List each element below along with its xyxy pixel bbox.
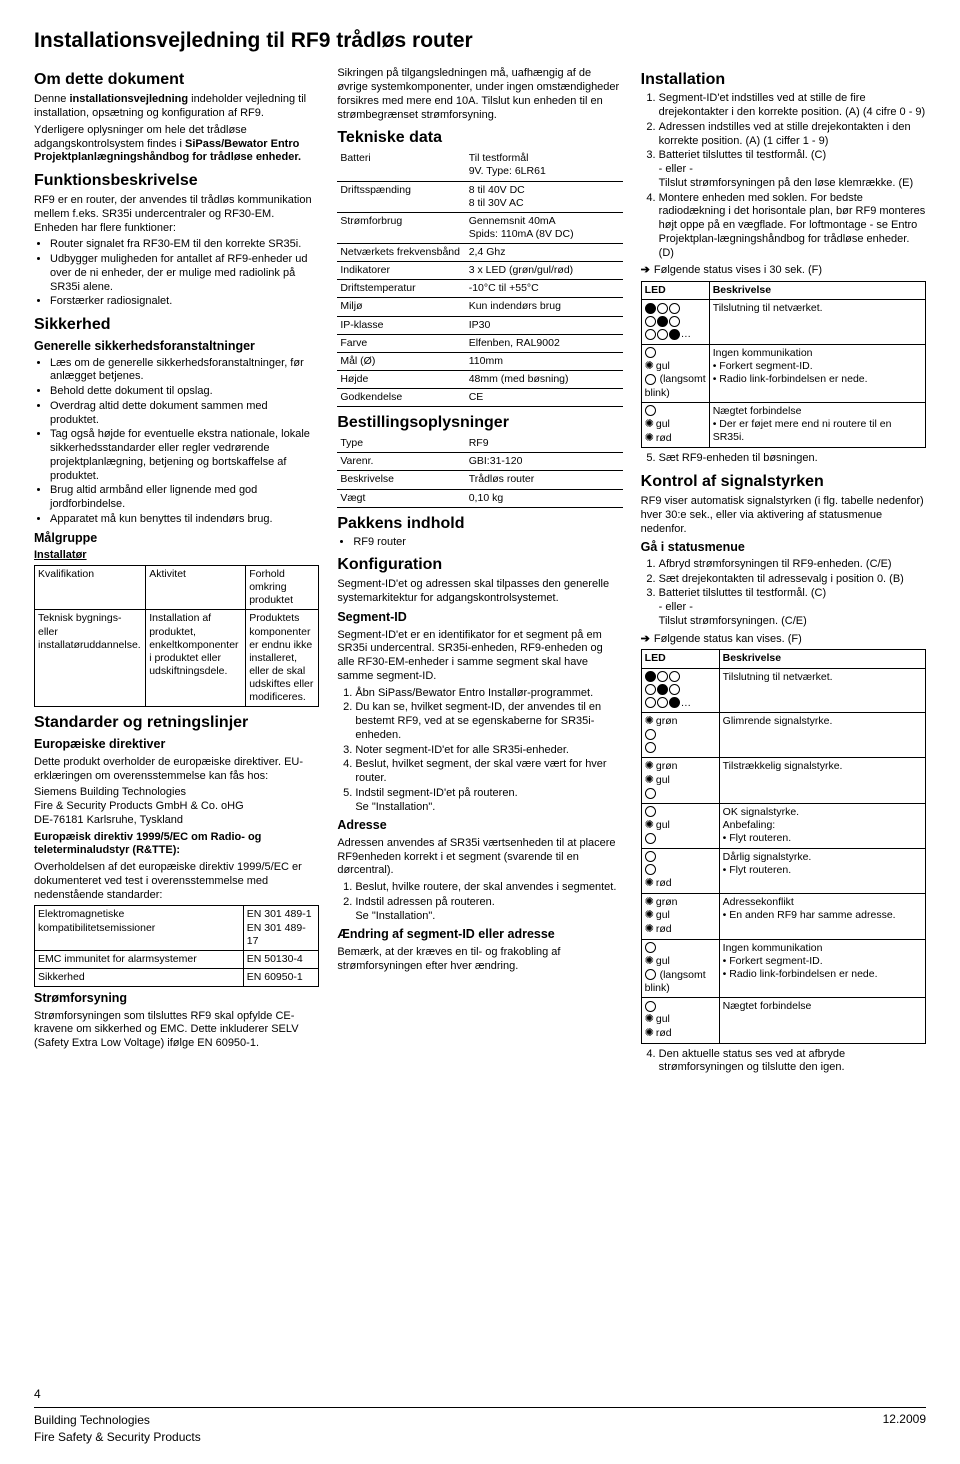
std-heading: Standarder og retningslinjer (34, 713, 319, 733)
std-bold: Europæisk direktiv 1999/5/EC om Radio- o… (34, 831, 319, 859)
go-arrow: Følgende status kan vises. (F) (641, 633, 926, 647)
change-heading: Ændring af segment-ID eller adresse (337, 927, 622, 943)
std-sub: Europæiske direktiver (34, 737, 319, 753)
seg-steps: Åbn SiPass/Bewator Entro Installør-progr… (337, 687, 622, 815)
std-addr: Siemens Building Technologies Fire & Sec… (34, 786, 319, 827)
func-p: RF9 er en router, der anvendes til trådl… (34, 194, 319, 235)
conf-heading: Konfiguration (337, 555, 622, 575)
fuse-p: Sikringen på tilgangsledningen må, uafhæ… (337, 67, 622, 122)
safety-list: Læs om de generelle sikkerhedsforanstalt… (34, 357, 319, 527)
order-table: TypeRF9Varenr.GBI:31-120BeskrivelseTrådl… (337, 435, 622, 508)
inst-steps: Segment-ID'et indstilles ved at stille d… (641, 92, 926, 260)
column-1: Om dette dokument Denne installationsvej… (34, 64, 319, 1079)
doc-title: Installationsvejledning til RF9 trådløs … (34, 28, 926, 54)
led-table-1: LEDBeskrivelse … Tilslutning til netværk… (641, 281, 926, 448)
ctrl-p: RF9 viser automatisk signalstyrken (i fl… (641, 495, 926, 536)
pack-heading: Pakkens indhold (337, 514, 622, 534)
std-p1: Dette produkt overholder de europæiske d… (34, 756, 319, 784)
seg-heading: Segment-ID (337, 610, 622, 626)
addr-heading: Adresse (337, 818, 622, 834)
page-number: 4 (34, 1387, 41, 1402)
led-table-2: LEDBeskrivelse … Tilslutning til netværk… (641, 649, 926, 1043)
pack-list: RF9 router (337, 536, 622, 550)
std-p2: Overholdelsen af det europæiske direktiv… (34, 861, 319, 902)
seg-p: Segment-ID'et er en identifikator for et… (337, 629, 622, 684)
ctrl-after-list: Den aktuelle status ses ved at afbryde s… (641, 1048, 926, 1076)
about-p1: Denne installationsvejledning indeholder… (34, 93, 319, 121)
go-heading: Gå i statusmenue (641, 540, 926, 556)
ctrl-heading: Kontrol af signalstyrken (641, 472, 926, 492)
target-table: Kvalifikation Aktivitet Forhold omkring … (34, 565, 319, 707)
column-3: Installation Segment-ID'et indstilles ve… (641, 64, 926, 1079)
psu-p: Strømforsyningen som tilsluttes RF9 skal… (34, 1010, 319, 1051)
psu-heading: Strømforsyning (34, 991, 319, 1007)
inst-heading: Installation (641, 70, 926, 90)
about-p2: Yderligere oplysninger om hele det trådl… (34, 124, 319, 165)
conf-p: Segment-ID'et og adressen skal tilpasses… (337, 578, 622, 606)
func-list: Router signalet fra RF30-EM til den korr… (34, 238, 319, 309)
inst-after-list: Sæt RF9-enheden til bøsningen. (641, 452, 926, 466)
change-p: Bemærk, at der kræves en til- og frakobl… (337, 946, 622, 974)
target-heading: Målgruppe (34, 531, 319, 547)
tech-table: BatteriTil testformål 9V. Type: 6LR61Dri… (337, 150, 622, 407)
tech-heading: Tekniske data (337, 128, 622, 148)
func-heading: Funktionsbeskrivelse (34, 171, 319, 191)
column-2: Sikringen på tilgangsledningen må, uafhæ… (337, 64, 622, 1079)
inst-arrow: Følgende status vises i 30 sek. (F) (641, 264, 926, 278)
target-sub: Installatør (34, 549, 319, 563)
safety-sub: Generelle sikkerhedsforanstaltninger (34, 339, 319, 355)
go-steps: Afbryd strømforsyningen til RF9-enheden.… (641, 558, 926, 629)
std-table: Elektromagnetiske kompatibilitetsemissio… (34, 905, 319, 987)
addr-p: Adressen anvendes af SR35i værtsenheden … (337, 837, 622, 878)
about-heading: Om dette dokument (34, 70, 319, 90)
order-heading: Bestillingsoplysninger (337, 413, 622, 433)
addr-steps: Beslut, hvilke routere, der skal anvende… (337, 881, 622, 923)
safety-heading: Sikkerhed (34, 315, 319, 335)
footer: Building Technologies Fire Safety & Secu… (34, 1407, 926, 1446)
